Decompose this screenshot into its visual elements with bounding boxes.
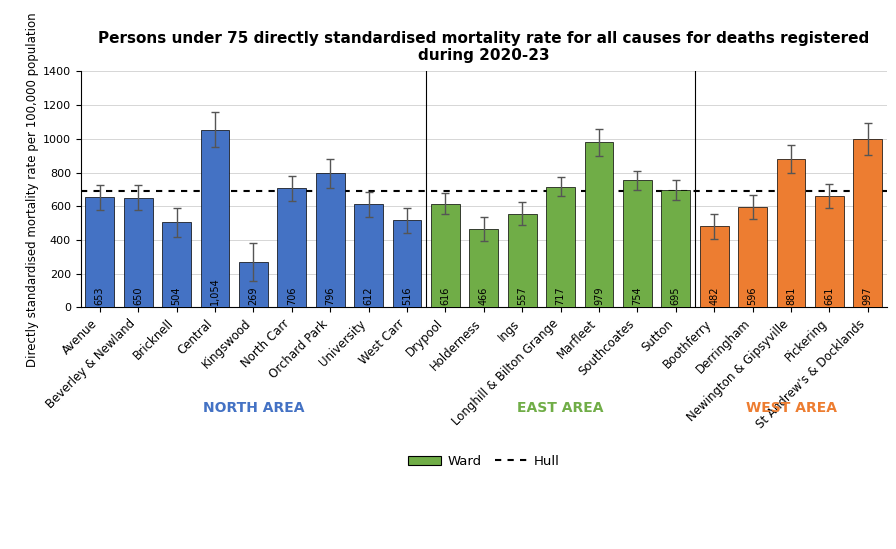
Text: 466: 466 (478, 287, 489, 305)
Title: Persons under 75 directly standardised mortality rate for all causes for deaths : Persons under 75 directly standardised m… (99, 31, 869, 63)
Text: 979: 979 (594, 287, 604, 305)
Text: 596: 596 (747, 287, 758, 305)
Bar (508, 214, 537, 307)
Bar (700, 226, 728, 307)
Text: 504: 504 (172, 287, 182, 305)
Bar (777, 159, 806, 307)
Text: 796: 796 (325, 287, 335, 305)
Text: NORTH AREA: NORTH AREA (202, 401, 304, 415)
Y-axis label: Directly standardised mortality rate per 100,000 population: Directly standardised mortality rate per… (26, 12, 39, 367)
Text: 557: 557 (517, 286, 527, 305)
Bar (85, 197, 115, 307)
Text: 653: 653 (95, 287, 105, 305)
Text: 997: 997 (863, 287, 873, 305)
Bar (815, 196, 844, 307)
Bar (585, 142, 614, 307)
Text: 1,054: 1,054 (210, 277, 220, 305)
Text: 612: 612 (364, 287, 374, 305)
Text: 269: 269 (248, 287, 258, 305)
Bar (316, 173, 345, 307)
Text: 717: 717 (556, 286, 565, 305)
Bar (354, 204, 383, 307)
Text: 695: 695 (671, 287, 681, 305)
Bar (162, 222, 191, 307)
Bar (854, 139, 883, 307)
Text: 754: 754 (633, 286, 642, 305)
Bar (547, 187, 575, 307)
Text: EAST AREA: EAST AREA (517, 401, 604, 415)
Bar (239, 262, 268, 307)
Text: 706: 706 (287, 287, 297, 305)
Bar (278, 188, 306, 307)
Text: 661: 661 (824, 287, 834, 305)
Bar (392, 221, 421, 307)
Text: WEST AREA: WEST AREA (745, 401, 837, 415)
Text: 881: 881 (786, 287, 796, 305)
Bar (124, 198, 152, 307)
Bar (470, 229, 498, 307)
Text: 616: 616 (441, 287, 451, 305)
Text: 482: 482 (710, 287, 719, 305)
Text: 650: 650 (134, 287, 143, 305)
Bar (661, 191, 690, 307)
Bar (201, 130, 229, 307)
Bar (738, 207, 767, 307)
Legend: Ward, Hull: Ward, Hull (402, 450, 565, 473)
Bar (623, 180, 652, 307)
Bar (431, 204, 460, 307)
Text: 516: 516 (402, 287, 412, 305)
